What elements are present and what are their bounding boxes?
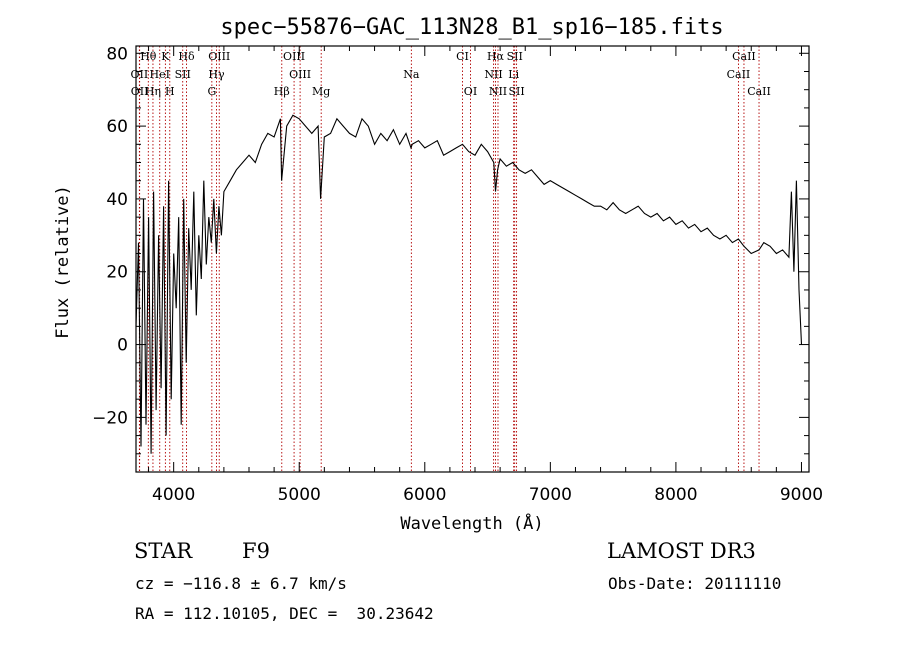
y-axis-label: Flux (relative) (53, 185, 73, 339)
line-label: Li (508, 68, 519, 81)
object-class: STAR (134, 539, 193, 563)
y-tick-label: 0 (117, 336, 128, 356)
line-label: SII (508, 85, 524, 98)
line-label: OIII (208, 50, 230, 63)
line-label: CaII (727, 68, 751, 81)
line-label: Hδ (178, 50, 195, 63)
line-label: CaII (747, 85, 771, 98)
line-label: Na (403, 68, 420, 81)
line-label: NII (484, 68, 502, 81)
line-label: SII (507, 50, 523, 63)
plot-frame (135, 45, 810, 473)
line-label: Mg (312, 85, 330, 98)
y-axis-ticks: −20 0 20 40 60 80 (92, 44, 809, 455)
x-tick-label: 5000 (278, 485, 321, 505)
line-label: OII (131, 68, 149, 81)
obs-date: Obs-Date: 20111110 (608, 574, 782, 593)
y-tick-label: 40 (106, 190, 128, 210)
x-tick-label: 6000 (403, 485, 446, 505)
redshift-readout: cz = −116.8 ± 6.7 km/s (135, 574, 347, 593)
x-axis-ticks: 4000 5000 6000 7000 8000 9000 (148, 46, 823, 505)
line-label: SII (175, 68, 191, 81)
line-label: OI (464, 85, 477, 98)
line-label: Hθ (140, 50, 157, 63)
line-label: Hβ (274, 85, 290, 98)
x-axis-label: Wavelength (Å) (400, 512, 543, 534)
y-tick-label: 60 (106, 117, 128, 137)
line-label: HeI (150, 68, 170, 81)
x-tick-label: 9000 (780, 485, 823, 505)
survey-name: LAMOST DR3 (607, 539, 756, 563)
y-tick-label: −20 (92, 408, 128, 428)
line-label: OIII (289, 68, 311, 81)
line-label: H (165, 85, 175, 98)
y-tick-label: 20 (106, 263, 128, 283)
line-label: CaII (732, 50, 756, 63)
line-label: Hα (487, 50, 505, 63)
x-tick-label: 4000 (152, 485, 195, 505)
line-markers (138, 46, 760, 472)
coordinates: RA = 112.10105, DEC = 30.23642 (135, 604, 434, 623)
x-tick-label: 8000 (654, 485, 697, 505)
x-tick-label: 7000 (529, 485, 572, 505)
line-label: NII (489, 85, 507, 98)
line-label: OII (131, 85, 149, 98)
line-label: G (207, 85, 216, 98)
y-tick-label: 80 (106, 44, 128, 64)
spectrum-line (135, 114, 803, 454)
line-label: CI (456, 50, 469, 63)
object-subclass: F9 (242, 539, 270, 563)
line-label: Hη (145, 85, 161, 98)
line-label: K (161, 50, 170, 63)
chart-title: spec−55876−GAC_113N28_B1_sp16−185.fits (220, 15, 723, 40)
line-label: OIII (283, 50, 305, 63)
line-label: Hγ (208, 68, 225, 81)
